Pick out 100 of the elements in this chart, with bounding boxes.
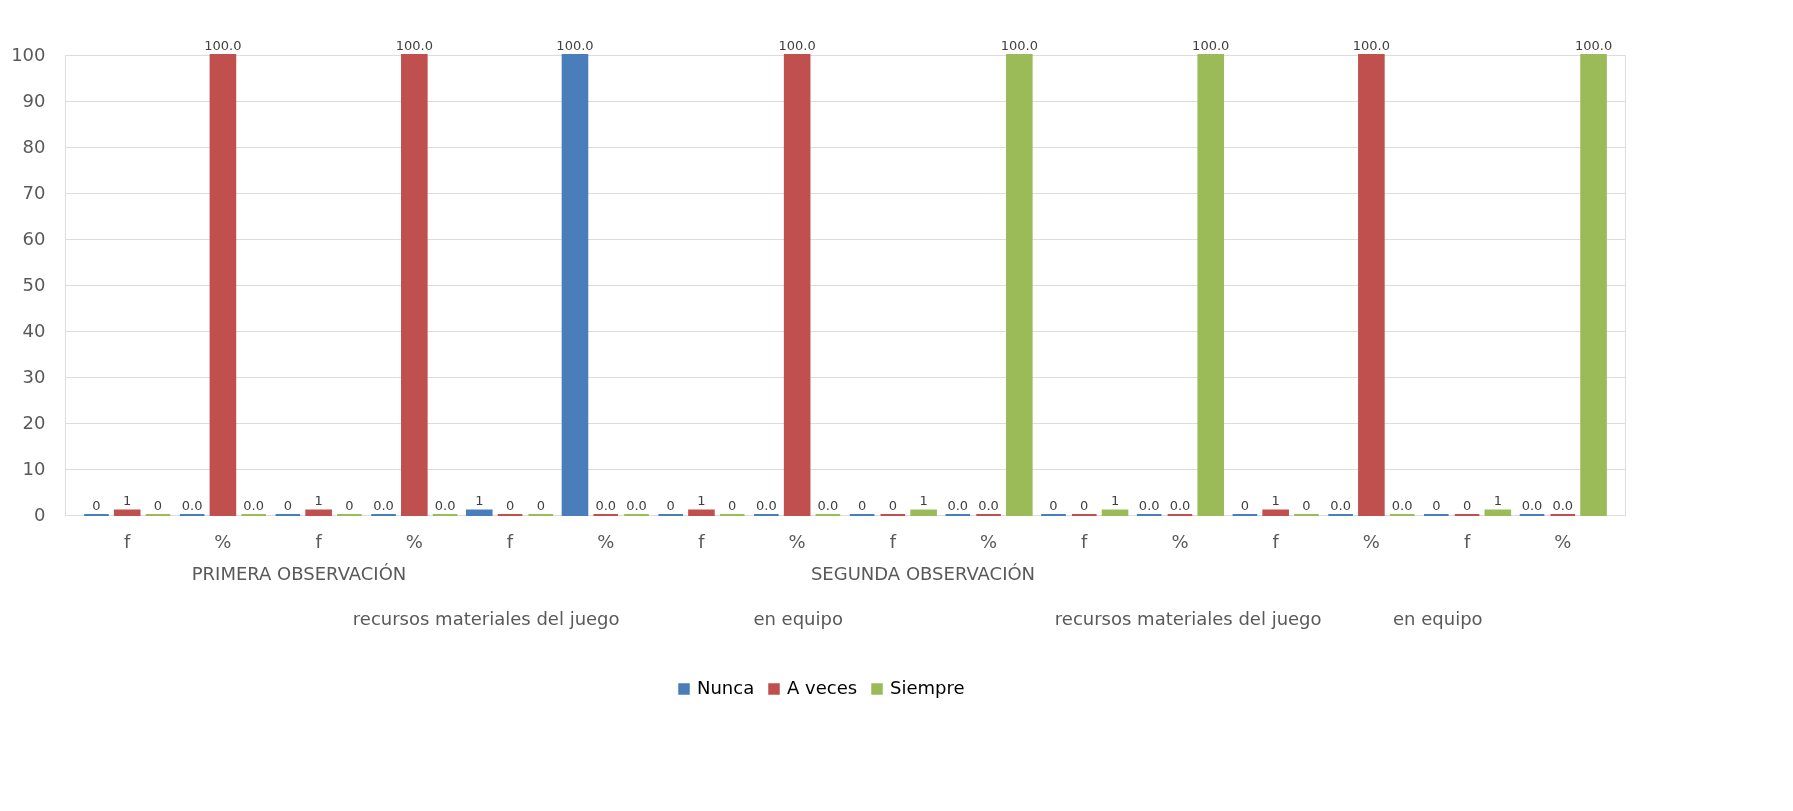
y-tick-label: 30 xyxy=(22,365,46,387)
data-label: 0.0 xyxy=(1330,498,1351,513)
bar xyxy=(783,54,811,516)
x-tick-label: % xyxy=(405,530,423,552)
data-label: 0 xyxy=(1049,498,1058,513)
bar xyxy=(113,509,141,516)
y-tick-label: 10 xyxy=(22,457,46,479)
data-label: 1 xyxy=(123,493,132,509)
bar xyxy=(688,509,715,516)
data-label: 1 xyxy=(314,493,323,509)
bar xyxy=(910,509,937,516)
data-label: 1 xyxy=(1493,493,1502,509)
data-label: 0.0 xyxy=(434,498,456,513)
data-label: 0 xyxy=(888,498,897,513)
y-tick-label: 20 xyxy=(22,411,46,433)
x-tick-label: % xyxy=(1554,530,1572,552)
text: PRIMERA OBSERVACIÓN xyxy=(191,563,407,584)
data-label: 0 xyxy=(153,498,163,513)
data-label: 0 xyxy=(1302,498,1311,513)
data-label: 0 xyxy=(1432,498,1441,513)
text: recursos materiales del juego xyxy=(352,608,620,629)
x-tick-label: f xyxy=(889,530,897,552)
data-label: 0 xyxy=(283,498,292,513)
y-tick-label: 60 xyxy=(22,227,46,249)
data-label: 0.0 xyxy=(1391,498,1413,513)
bar xyxy=(209,54,237,516)
data-label: 0.0 xyxy=(1169,498,1191,513)
text: en equipo xyxy=(1393,608,1483,629)
x-tick-label: % xyxy=(980,530,998,552)
data-label: 100.0 xyxy=(1352,38,1390,53)
data-label: 0.0 xyxy=(756,498,777,513)
data-label: 0 xyxy=(1462,498,1472,513)
data-label: 0 xyxy=(345,498,354,513)
bar xyxy=(1262,509,1289,516)
x-tick-label: % xyxy=(1171,530,1189,552)
data-label: 100.0 xyxy=(1000,38,1038,53)
data-label: 0.0 xyxy=(373,498,394,513)
bar xyxy=(1101,509,1129,516)
x-tick-label: f xyxy=(506,530,514,552)
data-label: 0.0 xyxy=(817,498,839,513)
x-tick-label: f xyxy=(315,530,323,552)
x-tick-label: f xyxy=(1081,530,1089,552)
text: en equipo xyxy=(753,608,843,629)
data-label: 0.0 xyxy=(243,498,265,513)
data-label: 0.0 xyxy=(947,498,969,513)
x-tick-label: % xyxy=(214,530,232,552)
bar xyxy=(1580,54,1607,516)
data-label: 0 xyxy=(505,498,515,513)
data-label: 100.0 xyxy=(556,38,594,53)
data-label: 0.0 xyxy=(1521,498,1543,513)
x-tick-label: % xyxy=(597,530,615,552)
text: recursos materiales del juego xyxy=(1054,608,1322,629)
data-label: 1 xyxy=(919,493,928,509)
data-label: 0.0 xyxy=(978,498,999,513)
legend-label: Siempre xyxy=(890,677,965,698)
bar xyxy=(561,54,589,516)
y-tick-label: 40 xyxy=(22,319,46,341)
bar xyxy=(465,509,493,516)
y-tick-label: 80 xyxy=(22,135,46,157)
data-label: 0.0 xyxy=(595,498,617,513)
data-label: 0 xyxy=(857,498,867,513)
legend-label: A veces xyxy=(787,677,858,698)
data-label: 100.0 xyxy=(1574,38,1613,53)
data-label: 0.0 xyxy=(626,498,647,513)
y-tick-label: 100 xyxy=(11,43,46,65)
x-tick-label: f xyxy=(124,530,132,552)
data-label: 0 xyxy=(666,498,675,513)
bar xyxy=(305,509,332,516)
legend-label: Nunca xyxy=(697,677,755,698)
x-tick-label: % xyxy=(788,530,806,552)
data-label: 0 xyxy=(1080,498,1089,513)
bar xyxy=(1197,54,1225,516)
bar xyxy=(401,54,428,516)
x-tick-label: f xyxy=(1463,530,1471,552)
x-tick-label: f xyxy=(698,530,706,552)
data-label: 1 xyxy=(1271,493,1280,509)
bar xyxy=(1006,54,1033,516)
data-label: 0.0 xyxy=(181,498,203,513)
x-tick-label: f xyxy=(1272,530,1280,552)
data-label: 1 xyxy=(697,493,706,509)
data-label: 1 xyxy=(475,493,484,509)
data-label: 100.0 xyxy=(778,38,816,53)
bar xyxy=(1484,509,1512,516)
data-label: 100.0 xyxy=(204,38,242,53)
data-label: 100.0 xyxy=(1192,38,1230,53)
data-label: 0.0 xyxy=(1552,498,1574,513)
y-tick-label: 70 xyxy=(22,181,46,203)
data-label: 0 xyxy=(1240,498,1250,513)
data-label: 0 xyxy=(536,498,545,513)
data-label: 0 xyxy=(728,498,737,513)
text: SEGUNDA OBSERVACIÓN xyxy=(810,563,1036,584)
y-tick-label: 50 xyxy=(22,273,46,295)
y-tick-label: 0 xyxy=(34,503,46,525)
bar xyxy=(1358,54,1385,516)
data-label: 100.0 xyxy=(395,38,433,53)
data-label: 0 xyxy=(92,498,101,513)
data-label: 0.0 xyxy=(1138,498,1160,513)
y-tick-label: 90 xyxy=(22,89,46,111)
data-label: 1 xyxy=(1110,493,1120,509)
x-tick-label: % xyxy=(1362,530,1380,552)
